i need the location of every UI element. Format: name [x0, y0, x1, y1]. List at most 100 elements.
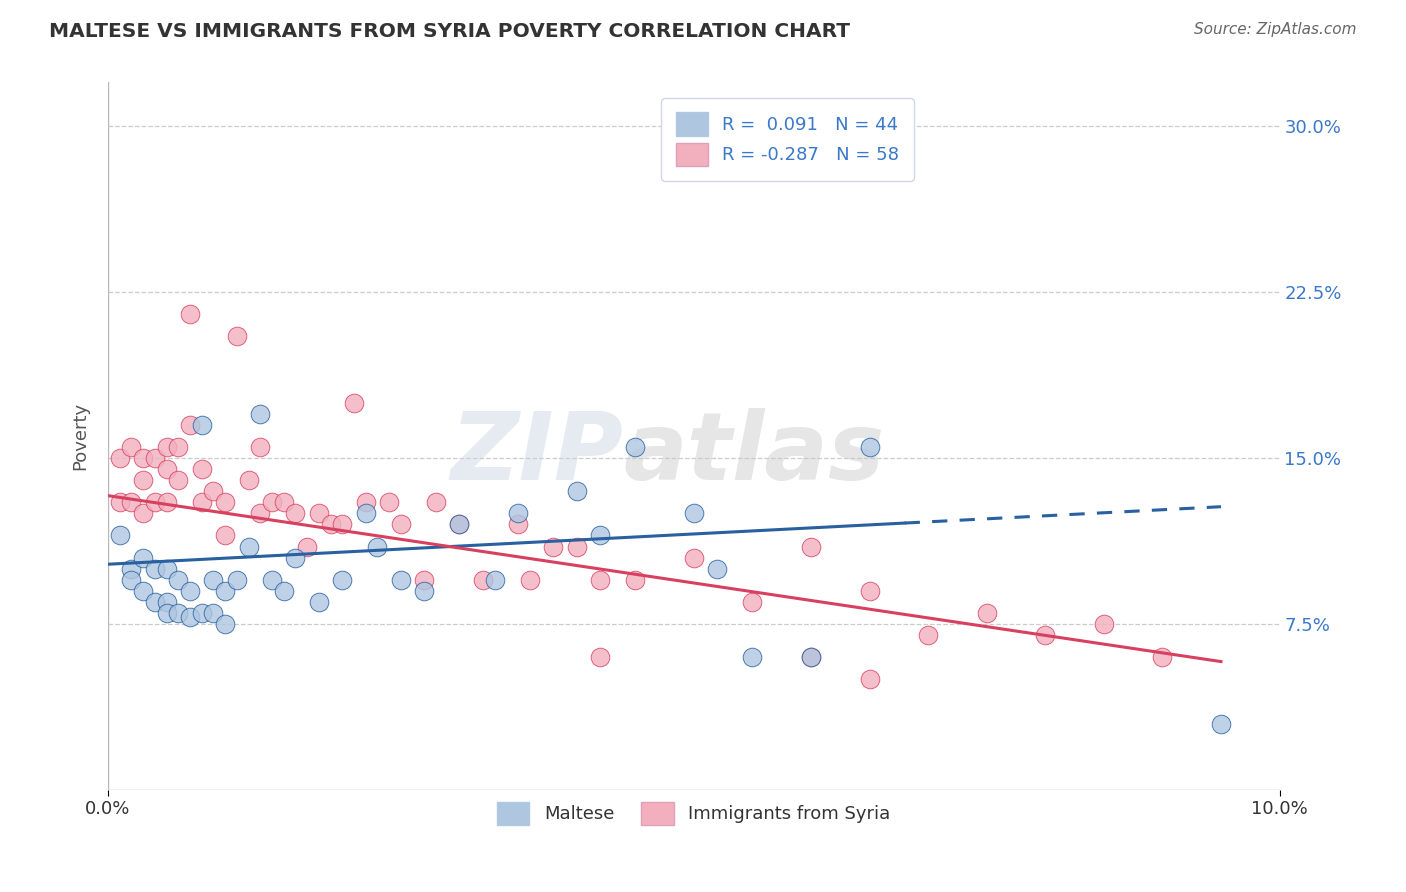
- Point: [202, 484, 225, 499]
- Point: [330, 573, 353, 587]
- Point: [155, 606, 177, 620]
- Point: [682, 550, 704, 565]
- Point: [741, 650, 763, 665]
- Point: [354, 495, 377, 509]
- Point: [179, 417, 201, 432]
- Point: [108, 450, 131, 465]
- Point: [132, 473, 155, 487]
- Point: [624, 573, 647, 587]
- Point: [565, 540, 588, 554]
- Text: atlas: atlas: [623, 408, 884, 500]
- Point: [249, 440, 271, 454]
- Point: [108, 495, 131, 509]
- Point: [330, 517, 353, 532]
- Point: [506, 517, 529, 532]
- Point: [800, 650, 823, 665]
- Point: [132, 550, 155, 565]
- Point: [108, 528, 131, 542]
- Point: [179, 307, 201, 321]
- Point: [284, 507, 307, 521]
- Point: [506, 507, 529, 521]
- Point: [143, 450, 166, 465]
- Point: [167, 440, 190, 454]
- Point: [589, 573, 612, 587]
- Point: [449, 517, 471, 532]
- Point: [120, 440, 142, 454]
- Point: [682, 507, 704, 521]
- Point: [449, 517, 471, 532]
- Point: [366, 540, 388, 554]
- Point: [260, 495, 283, 509]
- Point: [202, 573, 225, 587]
- Point: [143, 562, 166, 576]
- Point: [167, 573, 190, 587]
- Point: [214, 495, 236, 509]
- Point: [155, 595, 177, 609]
- Point: [917, 628, 939, 642]
- Point: [976, 606, 998, 620]
- Point: [484, 573, 506, 587]
- Point: [308, 595, 330, 609]
- Point: [413, 583, 436, 598]
- Point: [155, 562, 177, 576]
- Point: [295, 540, 318, 554]
- Point: [143, 595, 166, 609]
- Point: [308, 507, 330, 521]
- Point: [343, 395, 366, 409]
- Point: [190, 606, 212, 620]
- Point: [1033, 628, 1056, 642]
- Point: [179, 610, 201, 624]
- Point: [179, 583, 201, 598]
- Point: [238, 540, 260, 554]
- Point: [354, 507, 377, 521]
- Point: [858, 583, 880, 598]
- Point: [120, 562, 142, 576]
- Text: Source: ZipAtlas.com: Source: ZipAtlas.com: [1194, 22, 1357, 37]
- Point: [155, 495, 177, 509]
- Point: [1092, 617, 1115, 632]
- Point: [167, 473, 190, 487]
- Point: [471, 573, 494, 587]
- Point: [132, 583, 155, 598]
- Point: [225, 329, 247, 343]
- Text: MALTESE VS IMMIGRANTS FROM SYRIA POVERTY CORRELATION CHART: MALTESE VS IMMIGRANTS FROM SYRIA POVERTY…: [49, 22, 851, 41]
- Point: [225, 573, 247, 587]
- Point: [120, 495, 142, 509]
- Point: [190, 462, 212, 476]
- Point: [1152, 650, 1174, 665]
- Point: [155, 462, 177, 476]
- Point: [565, 484, 588, 499]
- Legend: Maltese, Immigrants from Syria: Maltese, Immigrants from Syria: [488, 793, 900, 834]
- Point: [741, 595, 763, 609]
- Point: [260, 573, 283, 587]
- Point: [132, 507, 155, 521]
- Point: [155, 440, 177, 454]
- Point: [589, 650, 612, 665]
- Point: [273, 495, 295, 509]
- Text: ZIP: ZIP: [450, 408, 623, 500]
- Point: [284, 550, 307, 565]
- Point: [1209, 716, 1232, 731]
- Point: [120, 573, 142, 587]
- Point: [319, 517, 342, 532]
- Point: [143, 495, 166, 509]
- Point: [249, 507, 271, 521]
- Point: [214, 528, 236, 542]
- Point: [190, 417, 212, 432]
- Point: [624, 440, 647, 454]
- Point: [800, 540, 823, 554]
- Point: [425, 495, 447, 509]
- Point: [132, 450, 155, 465]
- Point: [389, 517, 412, 532]
- Point: [167, 606, 190, 620]
- Point: [249, 407, 271, 421]
- Point: [273, 583, 295, 598]
- Point: [706, 562, 728, 576]
- Point: [541, 540, 564, 554]
- Point: [519, 573, 541, 587]
- Point: [238, 473, 260, 487]
- Point: [190, 495, 212, 509]
- Point: [202, 606, 225, 620]
- Point: [389, 573, 412, 587]
- Point: [214, 583, 236, 598]
